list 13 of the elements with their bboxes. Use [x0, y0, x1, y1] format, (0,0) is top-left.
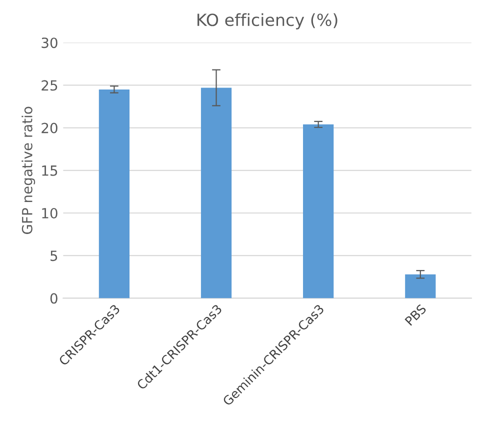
y-tick-label: 0 [50, 293, 58, 304]
y-tick-label: 20 [42, 122, 58, 134]
bar [303, 124, 334, 298]
y-tick-label: 10 [42, 208, 58, 218]
chart-title: KO efficiency (%) [198, 13, 338, 30]
bar [405, 274, 436, 298]
y-axis-title: GFP negative ratio [22, 106, 36, 234]
bar [200, 88, 232, 298]
y-tick-label: 5 [50, 250, 58, 262]
y-tick-label: 15 [42, 166, 58, 176]
bar [98, 89, 130, 298]
y-tick-label: 25 [42, 80, 58, 91]
y-tick-label: 30 [42, 38, 58, 48]
